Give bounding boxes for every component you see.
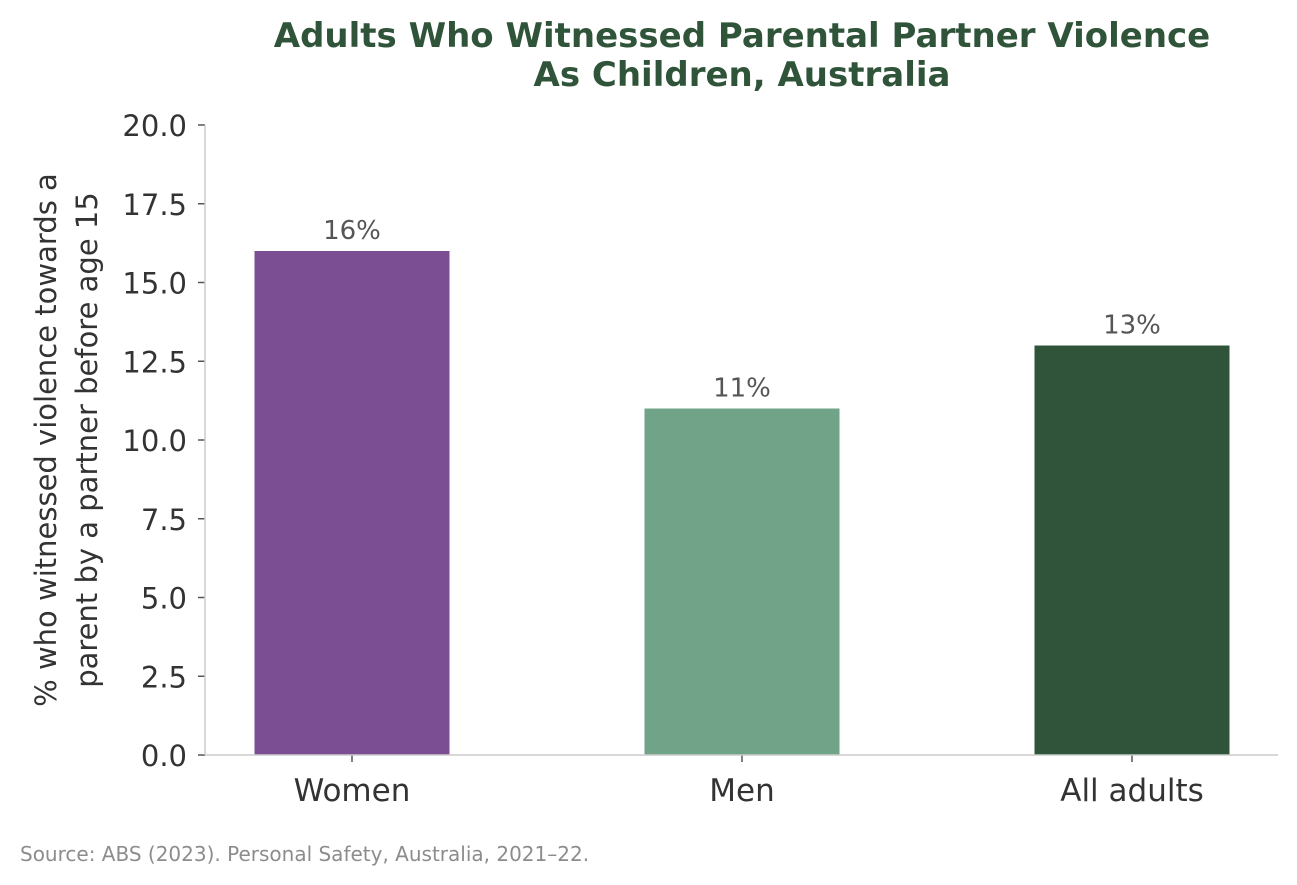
y-axis-label-line-1: % who witnessed violence towards a <box>29 173 63 707</box>
bar-data-label: 13% <box>1103 311 1161 341</box>
bar-data-label: 11% <box>713 374 771 404</box>
x-axis-ticks: Women Men All adults <box>294 755 1204 809</box>
y-tick-label: 12.5 <box>122 345 187 379</box>
y-tick-label: 2.5 <box>141 660 187 694</box>
x-tick-label: Men <box>709 773 774 809</box>
y-tick-label: 0.0 <box>141 739 187 773</box>
y-tick-label: 20.0 <box>122 109 187 143</box>
x-tick-label: Women <box>294 773 411 809</box>
y-tick-label: 17.5 <box>122 188 187 222</box>
bar-women <box>254 251 450 755</box>
y-tick-label: 5.0 <box>141 582 187 616</box>
bar-data-label: 16% <box>323 216 381 246</box>
chart-title-line-1: Adults Who Witnessed Parental Partner Vi… <box>274 16 1211 56</box>
y-tick-label: 10.0 <box>122 424 187 458</box>
y-axis-label: % who witnessed violence towards a paren… <box>29 173 104 707</box>
x-tick-label: All adults <box>1060 773 1204 809</box>
bar-men <box>644 408 840 755</box>
y-axis-label-line-2: parent by a partner before age 15 <box>70 192 104 688</box>
bar-all-adults <box>1034 345 1230 755</box>
y-tick-label: 15.0 <box>122 267 187 301</box>
y-axis-ticks: 0.0 2.5 5.0 7.5 10.0 12.5 15.0 17.5 20.0 <box>122 109 205 773</box>
bars <box>254 251 1230 755</box>
bar-data-labels: 16% 11% 13% <box>323 216 1161 404</box>
y-tick-label: 7.5 <box>141 503 187 537</box>
source-note: Source: ABS (2023). Personal Safety, Aus… <box>20 842 590 866</box>
chart-title-line-2: As Children, Australia <box>534 55 951 95</box>
